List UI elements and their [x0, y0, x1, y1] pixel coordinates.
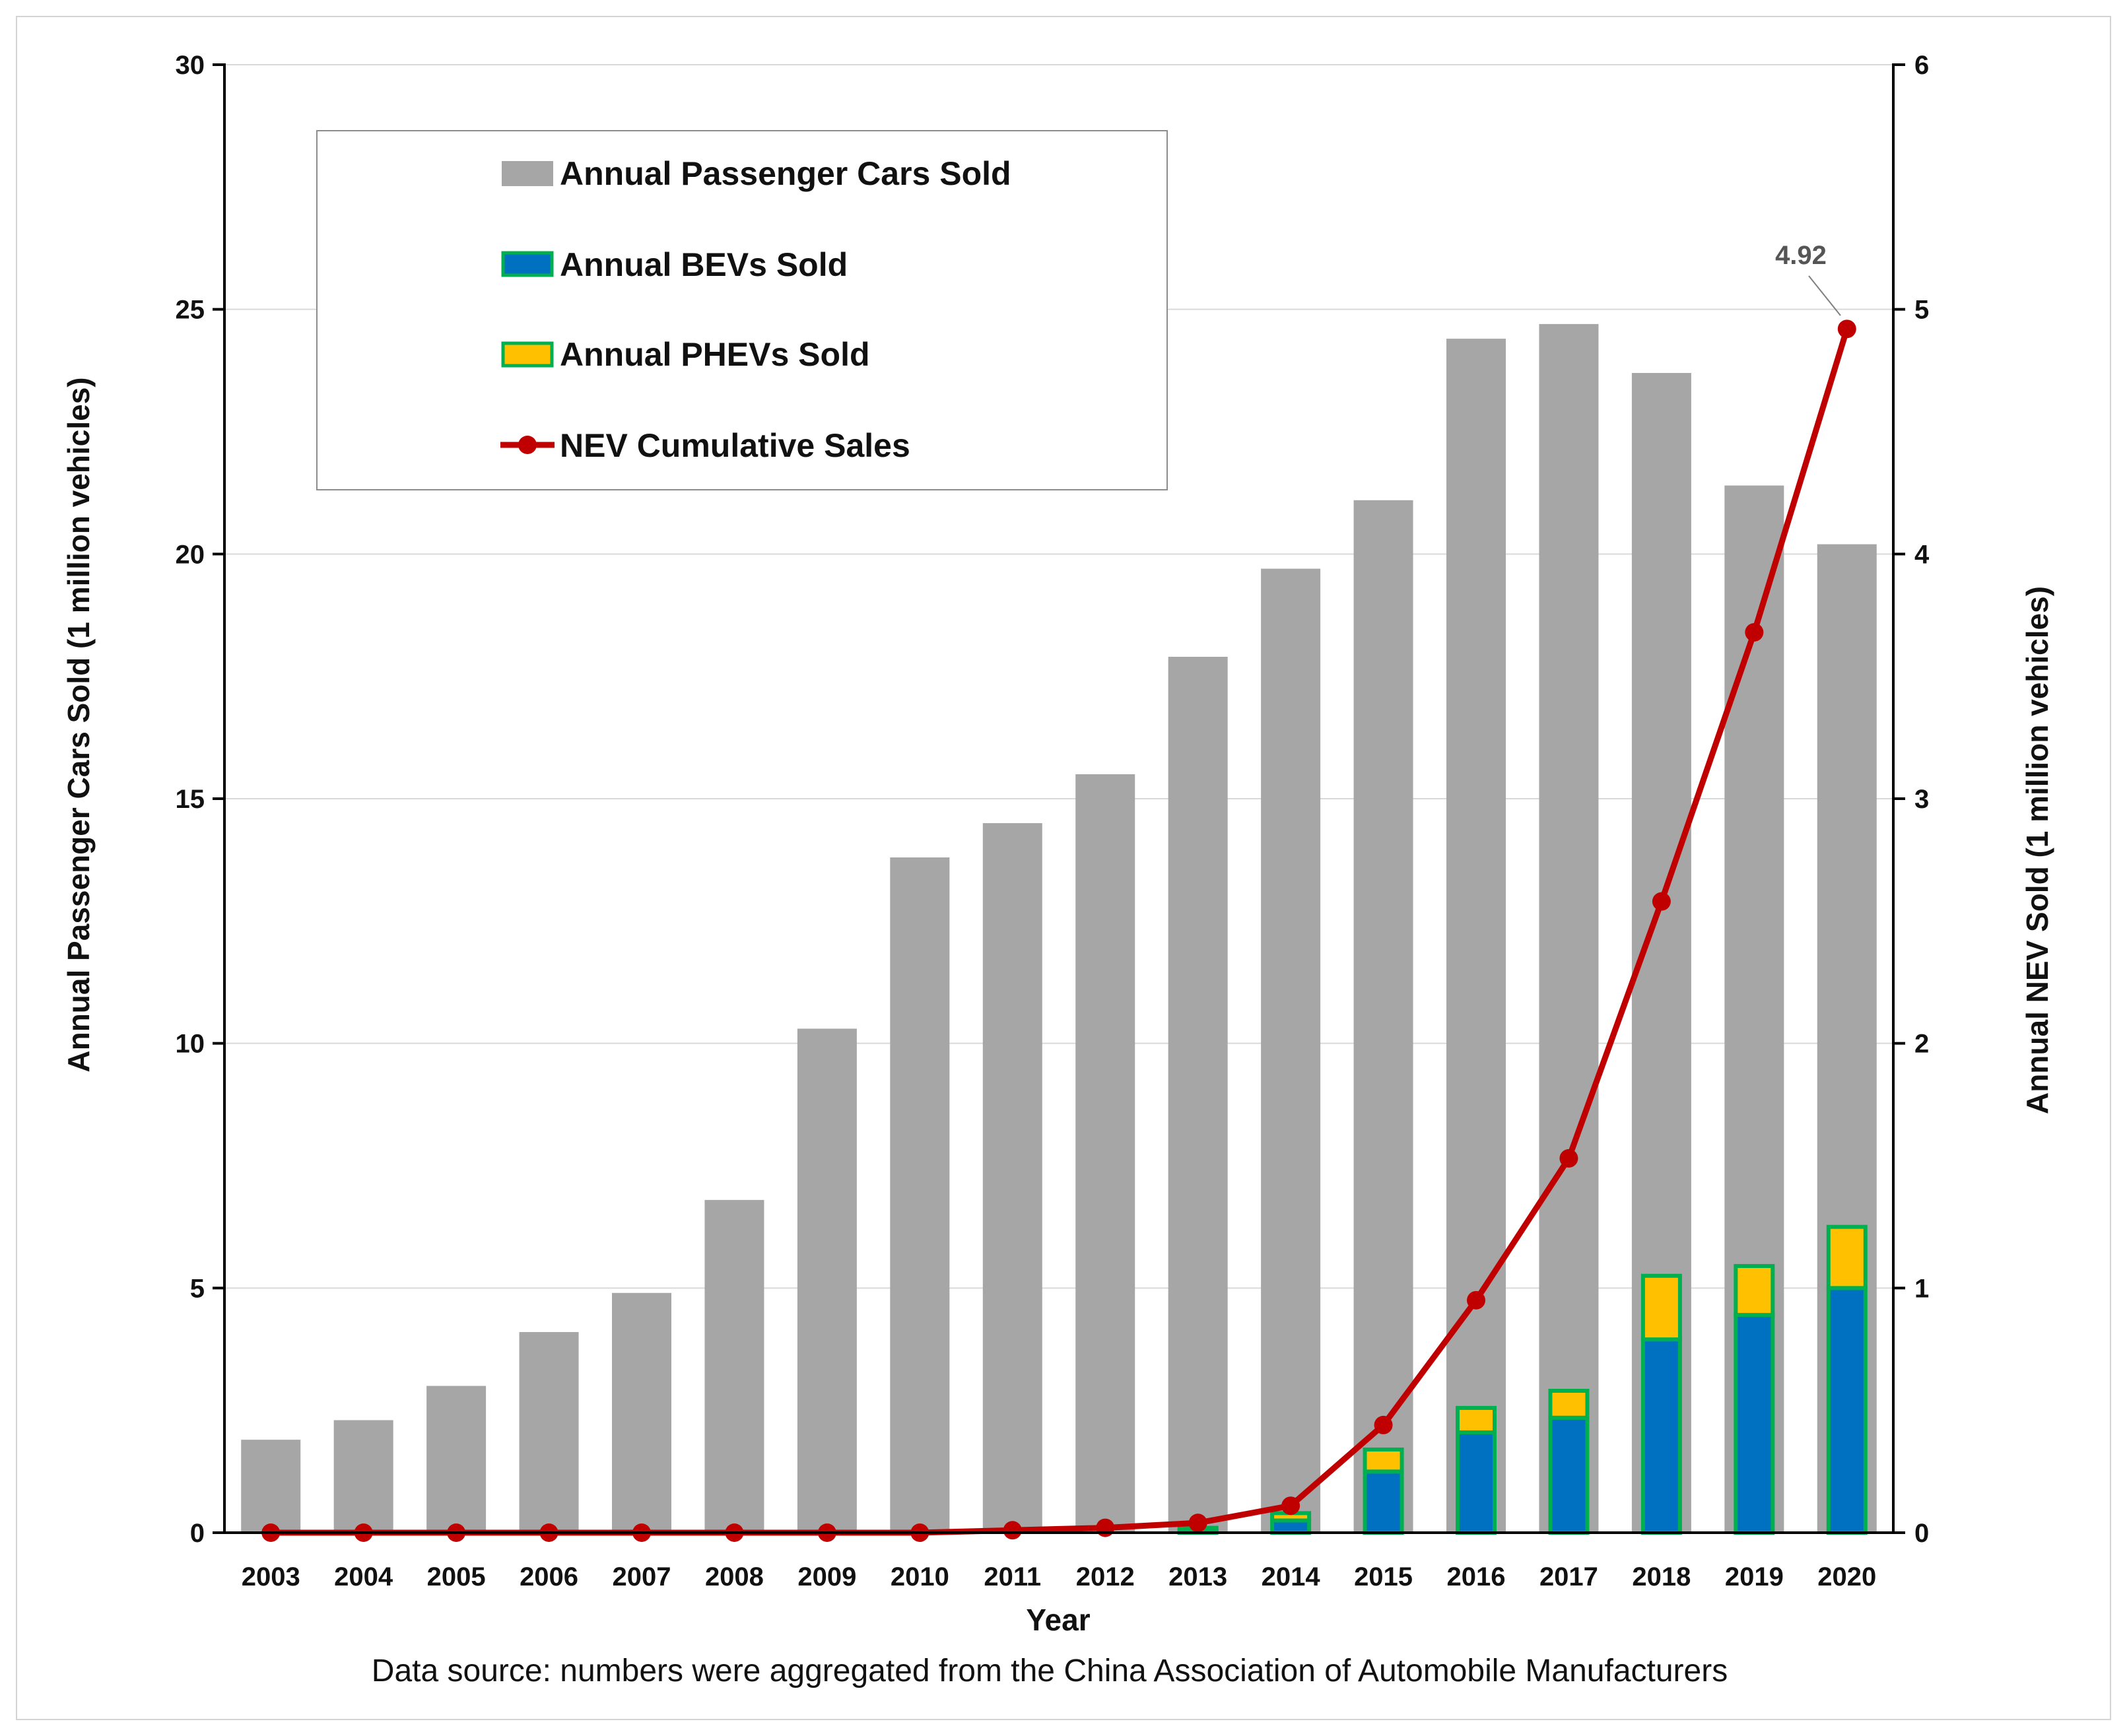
bev-bar: [1826, 1286, 1868, 1535]
bars-layer: [241, 323, 1877, 1535]
legend: Annual Passenger Cars Sold Annual BEVs S…: [316, 130, 1168, 490]
x-tick-label: 2007: [613, 1562, 671, 1591]
nev-cumulative-point: [1188, 1514, 1207, 1533]
left-tick-label: 25: [176, 296, 205, 325]
right-tick-label: 2: [1914, 1030, 1929, 1059]
legend-swatch-bevs: [501, 251, 554, 277]
x-tick-label: 2004: [334, 1562, 393, 1591]
right-tick-label: 5: [1914, 296, 1929, 325]
annotation-label: 4.92: [1775, 241, 1827, 270]
left-axis-title: Annual Passenger Cars Sold (1 million ve…: [61, 377, 96, 1072]
phev-bar: [1548, 1389, 1590, 1420]
x-tick-label: 2014: [1262, 1562, 1321, 1591]
right-tick-label: 4: [1914, 540, 1930, 569]
x-tick-label: 2016: [1447, 1562, 1506, 1591]
passenger-car-bar: [241, 1440, 301, 1533]
x-tick-label: 2011: [984, 1562, 1041, 1591]
x-tick-label: 2017: [1539, 1562, 1598, 1591]
legend-label-bevs: Annual BEVs Sold: [560, 246, 848, 283]
bev-bar: [1734, 1313, 1775, 1535]
bev-bar: [1456, 1430, 1497, 1535]
annotation-leader: [1808, 275, 1841, 316]
x-tick-label: 2012: [1076, 1562, 1135, 1591]
nev-cumulative-point: [1652, 892, 1671, 911]
passenger-car-bar: [426, 1385, 487, 1533]
x-tick-label: 2019: [1725, 1562, 1784, 1591]
left-tick-label: 15: [176, 785, 205, 814]
passenger-car-bar: [1446, 339, 1506, 1533]
axes-layer: 0 5 10 15 20 25 30 0 1 2 3 4 5 6 2003 2004 2005 2006 2007 2…: [176, 51, 1930, 1591]
passenger-car-bar: [612, 1292, 671, 1533]
x-tick-label: 2020: [1817, 1562, 1876, 1591]
nev-cumulative-point: [1374, 1415, 1393, 1434]
legend-label-passenger-cars: Annual Passenger Cars Sold: [560, 155, 1011, 192]
x-tick-label: 2013: [1168, 1562, 1227, 1591]
x-tick-label: 2015: [1354, 1562, 1413, 1591]
nev-cumulative-point: [1745, 622, 1764, 642]
phev-bar: [1363, 1447, 1404, 1474]
bev-bar: [1548, 1415, 1590, 1535]
passenger-car-bar: [333, 1420, 393, 1533]
left-tick-label: 5: [190, 1274, 205, 1303]
x-tick-label: 2018: [1632, 1562, 1691, 1591]
phev-bar: [1640, 1273, 1682, 1342]
x-tick-label: 2003: [242, 1562, 300, 1591]
passenger-car-bar: [1353, 500, 1413, 1533]
passenger-car-bar: [1168, 657, 1228, 1533]
left-tick-label: 20: [176, 540, 205, 569]
x-tick-label: 2009: [797, 1562, 856, 1591]
phev-bar: [1826, 1224, 1868, 1290]
nev-cumulative-point: [1559, 1149, 1578, 1168]
left-tick-label: 0: [190, 1519, 205, 1548]
right-axis-title: Annual NEV Sold (1 million vehicles): [2020, 586, 2054, 1114]
passenger-car-bar: [1539, 323, 1599, 1533]
x-axis-title: Year: [1026, 1603, 1090, 1637]
phev-bar: [1734, 1263, 1775, 1318]
bev-bar: [1640, 1337, 1682, 1535]
nev-cumulative-point: [1003, 1521, 1022, 1540]
chart-frame: [16, 16, 2111, 1720]
passenger-car-bar: [1075, 774, 1135, 1533]
chart-caption: Data source: numbers were aggregated fro…: [372, 1653, 1728, 1688]
legend-label-nev-cumulative: NEV Cumulative Sales: [560, 427, 910, 464]
passenger-car-bar: [704, 1199, 764, 1533]
x-tick-label: 2006: [520, 1562, 578, 1591]
x-tick-label: 2005: [427, 1562, 486, 1591]
bev-bar: [1363, 1469, 1404, 1535]
legend-swatch-passenger-cars: [502, 161, 553, 186]
passenger-car-bar: [982, 823, 1042, 1533]
phev-bar: [1456, 1405, 1497, 1435]
peak-annotation: 4.92: [1775, 241, 1841, 316]
right-tick-label: 1: [1914, 1274, 1929, 1303]
legend-swatch-marker: [518, 436, 537, 454]
nev-cumulative-line: [271, 328, 1850, 1536]
passenger-car-bar: [797, 1028, 857, 1533]
right-tick-label: 3: [1914, 785, 1929, 814]
x-tick-label: 2008: [705, 1562, 764, 1591]
legend-label-phevs: Annual PHEVs Sold: [560, 336, 870, 373]
x-tick-label: 2010: [891, 1562, 949, 1591]
right-tick-label: 0: [1914, 1519, 1929, 1548]
nev-cumulative-point: [1837, 319, 1856, 339]
passenger-car-bar: [890, 857, 950, 1533]
passenger-car-bar: [519, 1332, 579, 1533]
left-tick-label: 10: [176, 1030, 205, 1059]
nev-cumulative-point: [1467, 1290, 1485, 1310]
left-tick-label: 30: [176, 51, 205, 80]
legend-swatch-phevs: [501, 341, 554, 368]
right-tick-label: 6: [1914, 51, 1929, 80]
nev-cumulative-point: [1096, 1518, 1115, 1537]
line-layer: [261, 319, 1856, 1542]
legend-box: [316, 130, 1168, 490]
passenger-car-bar: [1261, 568, 1321, 1533]
nev-cumulative-point: [1281, 1496, 1300, 1516]
